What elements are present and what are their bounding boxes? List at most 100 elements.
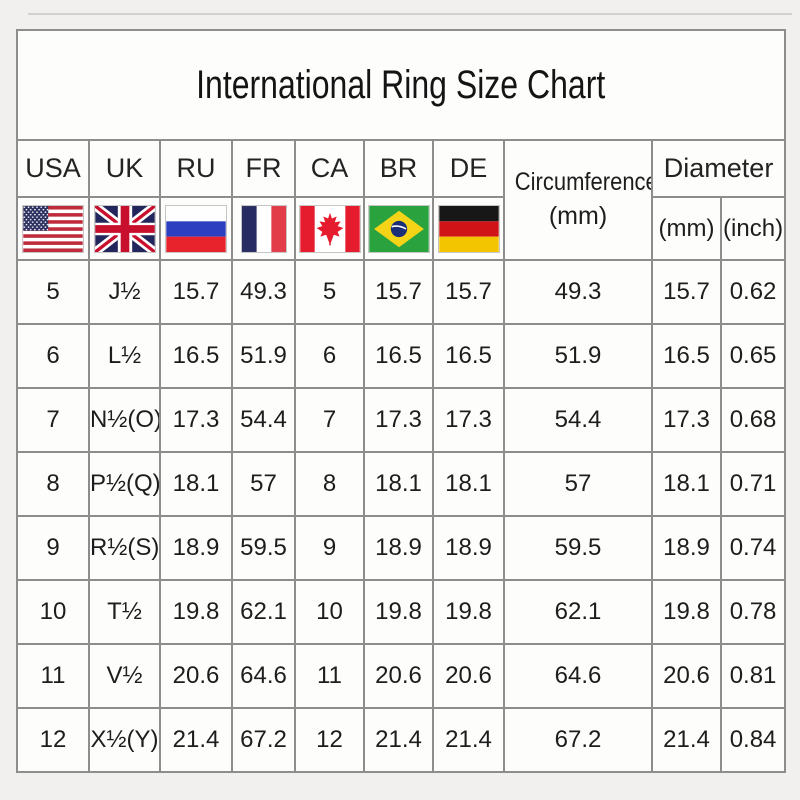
- table-cell: 0.84: [719, 707, 787, 773]
- circumference-label: Circumference: [514, 168, 652, 197]
- title-row: International Ring Size Chart: [15, 29, 787, 141]
- chart-title-cell: International Ring Size Chart: [15, 29, 787, 141]
- column-header-diameter: Diameter: [650, 139, 787, 198]
- table-cell: 54.4: [231, 387, 296, 453]
- table-cell: N½(O): [88, 387, 161, 453]
- flag-cell-uk: [88, 196, 161, 261]
- flag-cell-canada: [294, 196, 365, 261]
- table-cell: 0.65: [719, 323, 787, 389]
- table-cell: 21.4: [651, 707, 722, 773]
- russia-flag-icon: [165, 204, 227, 253]
- germany-flag-icon: [437, 204, 500, 253]
- table-cell: 54.4: [503, 387, 653, 453]
- table-cell: 20.6: [651, 643, 722, 709]
- table-cell: 8: [16, 451, 90, 517]
- table-cell: 10: [16, 579, 90, 645]
- column-header-ru: RU: [159, 139, 233, 198]
- table-cell: 18.9: [159, 515, 233, 581]
- table-cell: 49.3: [503, 259, 653, 325]
- ring-size-chart: International Ring Size Chart USA UK RU …: [15, 29, 787, 773]
- table-cell: 0.74: [719, 515, 787, 581]
- table-cell: 6: [16, 323, 90, 389]
- table-cell: 12: [16, 707, 90, 773]
- flag-cell-france: [231, 196, 296, 261]
- table-cell: 5: [16, 259, 90, 325]
- table-cell: 19.8: [159, 579, 233, 645]
- table-cell: 18.1: [159, 451, 233, 517]
- table-cell: 5: [294, 259, 365, 325]
- table-row: 11 V½ 20.6 64.6 11 20.6 20.6 64.6 20.6 0.81: [16, 643, 787, 709]
- table-cell: 15.7: [432, 259, 505, 325]
- table-cell: 16.5: [363, 323, 434, 389]
- table-cell: 59.5: [503, 515, 653, 581]
- column-header-ca: CA: [294, 139, 365, 198]
- table-cell: 0.71: [719, 451, 787, 517]
- table-cell: 15.7: [159, 259, 233, 325]
- table-cell: P½(Q): [88, 451, 161, 517]
- table-cell: 6: [294, 323, 365, 389]
- table-cell: 64.6: [231, 643, 296, 709]
- table-cell: 51.9: [231, 323, 296, 389]
- column-header-circumference: Circumference (mm): [503, 139, 653, 261]
- flag-cell-germany: [432, 196, 505, 261]
- table-cell: 18.1: [432, 451, 505, 517]
- table-cell: 17.3: [432, 387, 505, 453]
- table-cell: 18.9: [432, 515, 505, 581]
- table-cell: 19.8: [651, 579, 722, 645]
- table-cell: J½: [88, 259, 161, 325]
- table-cell: 18.1: [363, 451, 434, 517]
- page-top-rule: [28, 13, 792, 15]
- table-row: 10 T½ 19.8 62.1 10 19.8 19.8 62.1 19.8 0.78: [16, 579, 787, 645]
- table-cell: R½(S): [88, 515, 161, 581]
- table-cell: 16.5: [651, 323, 722, 389]
- column-header-de: DE: [432, 139, 505, 198]
- country-code-row: USA UK RU FR CA BR DE Circumference (mm)…: [16, 139, 787, 261]
- column-header-uk: UK: [88, 139, 161, 198]
- table-cell: 21.4: [159, 707, 233, 773]
- table-cell: T½: [88, 579, 161, 645]
- table-cell: 12: [294, 707, 365, 773]
- brazil-flag-icon: [367, 204, 430, 253]
- flag-cell-usa: [16, 196, 90, 261]
- table-cell: 57: [503, 451, 653, 517]
- flag-cell-russia: [159, 196, 233, 261]
- table-cell: 9: [294, 515, 365, 581]
- table-cell: 9: [16, 515, 90, 581]
- usa-flag-icon: [22, 204, 84, 253]
- table-cell: 18.9: [651, 515, 722, 581]
- diameter-mm-header: (mm): [651, 196, 722, 261]
- column-header-br: BR: [363, 139, 434, 198]
- table-cell: 15.7: [651, 259, 722, 325]
- table-cell: X½(Y): [88, 707, 161, 773]
- table-cell: 21.4: [432, 707, 505, 773]
- france-flag-icon: [240, 204, 287, 253]
- ring-size-table: International Ring Size Chart USA UK RU …: [15, 29, 787, 773]
- table-cell: 17.3: [363, 387, 434, 453]
- ring-size-rows: 5 J½ 15.7 49.3 5 15.7 15.7 49.3 15.7 0.62 6 L½ 16.5 5…: [16, 259, 787, 773]
- table-cell: 20.6: [363, 643, 434, 709]
- table-cell: 11: [16, 643, 90, 709]
- table-cell: 18.1: [651, 451, 722, 517]
- table-cell: 17.3: [651, 387, 722, 453]
- circumference-unit: (mm): [548, 202, 608, 230]
- table-row: 7 N½(O) 17.3 54.4 7 17.3 17.3 54.4 17.3 0.68: [16, 387, 787, 453]
- table-row: 8 P½(Q) 18.1 57 8 18.1 18.1 57 18.1 0.71: [16, 451, 787, 517]
- table-cell: V½: [88, 643, 161, 709]
- table-cell: 0.68: [719, 387, 787, 453]
- column-header-usa: USA: [16, 139, 90, 198]
- table-cell: 20.6: [159, 643, 233, 709]
- page-title: International Ring Size Chart: [196, 62, 606, 107]
- table-cell: 0.78: [719, 579, 787, 645]
- table-cell: 0.81: [719, 643, 787, 709]
- column-header-fr: FR: [231, 139, 296, 198]
- table-cell: 7: [294, 387, 365, 453]
- uk-flag-icon: [93, 204, 156, 253]
- table-cell: 51.9: [503, 323, 653, 389]
- table-cell: 21.4: [363, 707, 434, 773]
- table-cell: 11: [294, 643, 365, 709]
- table-cell: 67.2: [231, 707, 296, 773]
- table-row: 9 R½(S) 18.9 59.5 9 18.9 18.9 59.5 18.9 0.74: [16, 515, 787, 581]
- table-cell: 15.7: [363, 259, 434, 325]
- table-cell: 19.8: [363, 579, 434, 645]
- table-cell: 10: [294, 579, 365, 645]
